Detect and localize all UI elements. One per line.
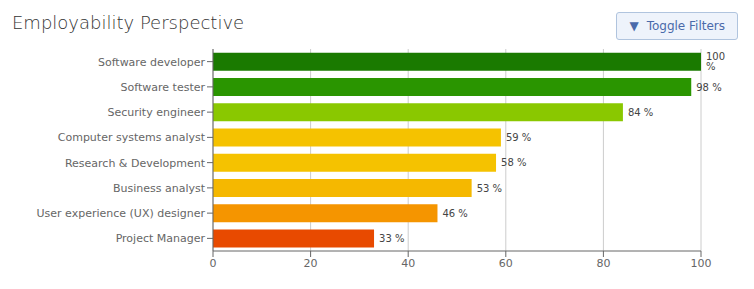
svg-text:98 %: 98 % (696, 82, 721, 93)
svg-text:60: 60 (499, 257, 513, 270)
svg-text:46 %: 46 % (442, 208, 467, 219)
svg-text:100%: 100% (706, 51, 725, 72)
svg-text:100: 100 (691, 257, 712, 270)
svg-text:58 %: 58 % (501, 157, 526, 168)
html-text:Employability Perspective: Employability Perspective (12, 12, 245, 33)
svg-text:59 %: 59 % (506, 132, 531, 143)
svg-text:20: 20 (304, 257, 318, 270)
svg-text:Software developer: Software developer (98, 56, 206, 69)
svg-text:84 %: 84 % (628, 107, 653, 118)
svg-text:User experience (UX) designer: User experience (UX) designer (37, 207, 206, 220)
svg-text:40: 40 (401, 257, 415, 270)
svg-text:33 %: 33 % (379, 233, 404, 244)
svg-text:Security engineer: Security engineer (108, 106, 206, 119)
html-text:Toggle Filters: Toggle Filters (646, 19, 725, 33)
svg-text:Software tester: Software tester (121, 81, 206, 94)
svg-text:Computer systems analyst: Computer systems analyst (58, 131, 206, 144)
svg-text:Business analyst: Business analyst (113, 182, 206, 195)
svg-text:Research & Development: Research & Development (65, 157, 206, 170)
svg-text:53 %: 53 % (477, 183, 502, 194)
svg-text:0: 0 (210, 257, 217, 270)
svg-text:Project Manager: Project Manager (116, 232, 206, 245)
svg-text:80: 80 (596, 257, 610, 270)
